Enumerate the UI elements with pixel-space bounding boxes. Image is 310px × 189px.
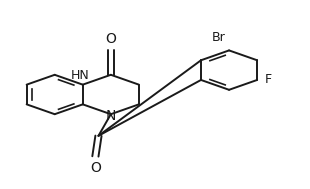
Text: Br: Br <box>212 31 226 44</box>
Text: O: O <box>90 161 101 175</box>
Text: O: O <box>105 32 116 46</box>
Text: N: N <box>106 109 116 123</box>
Text: HN: HN <box>70 69 89 81</box>
Text: F: F <box>265 74 272 86</box>
